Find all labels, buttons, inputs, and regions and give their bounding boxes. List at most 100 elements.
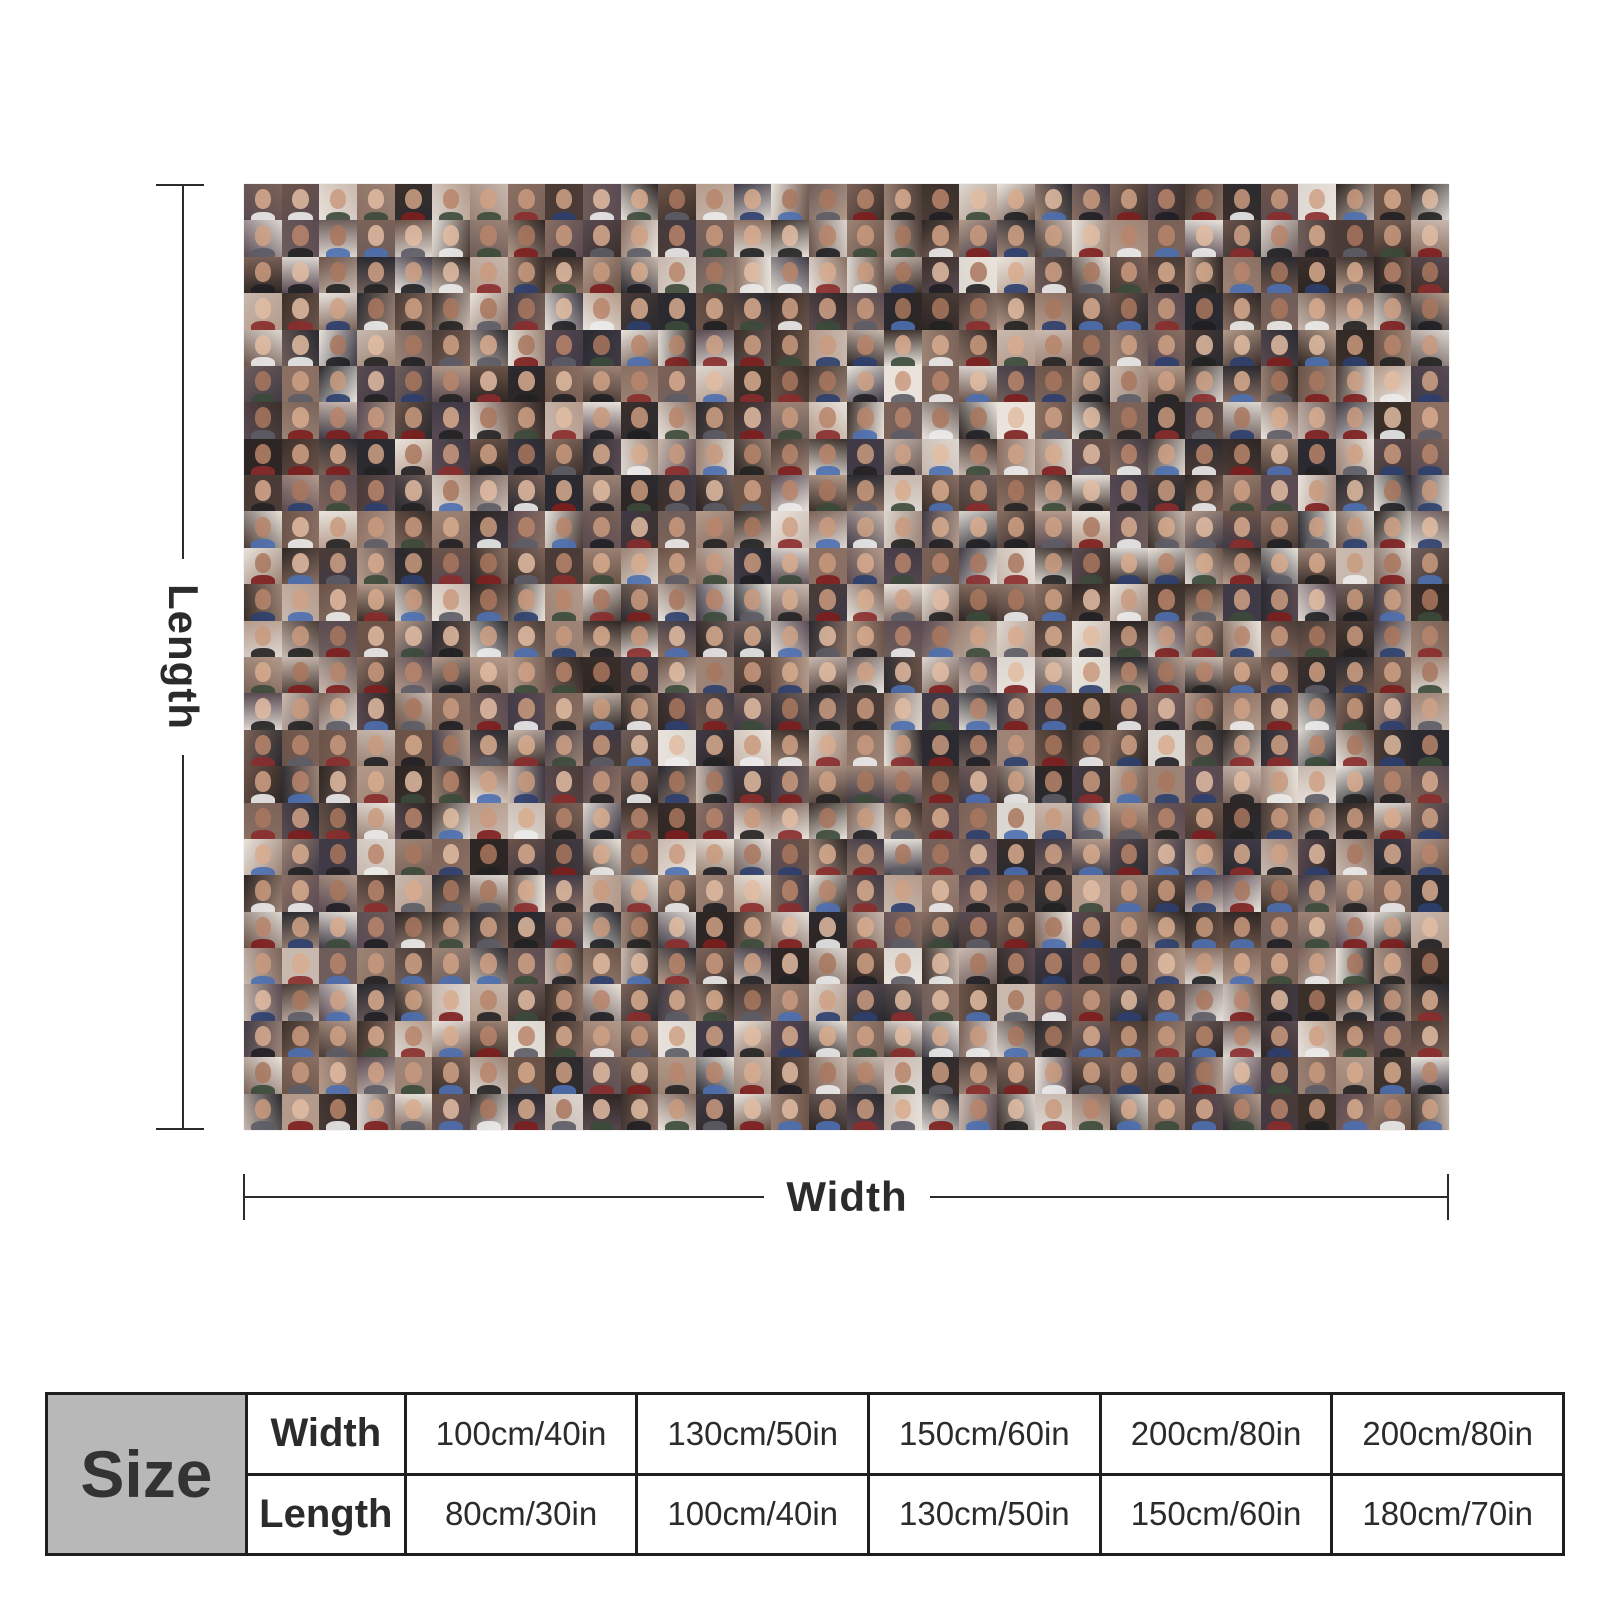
collage-photo-tile [1223,911,1261,949]
width-value-cell: 130cm/50in [635,1392,871,1476]
collage-photo-tile [1185,220,1224,257]
collage-photo-tile [1147,693,1186,730]
collage-photo-tile [921,184,960,221]
collage-photo-tile [244,657,282,694]
collage-photo-tile [432,1020,470,1058]
collage-photo-tile [1223,256,1261,294]
collage-photo-tile [507,729,546,767]
collage-photo-tile [921,657,960,694]
collage-photo-tile [469,184,508,221]
collage-photo-tile [1110,729,1148,767]
collage-photo-tile [432,511,470,548]
collage-photo-tile [1034,911,1073,949]
collage-photo-tile [1373,948,1412,985]
collage-photo-tile [846,547,885,585]
collage-photo-tile [432,766,470,803]
collage-photo-tile [695,402,734,439]
collage-photo-tile [1110,220,1148,257]
collage-photo-tile [1147,220,1186,257]
collage-photo-tile [658,475,696,512]
collage-photo-tile [394,511,433,548]
collage-photo-tile [846,729,885,767]
collage-photo-tile [356,657,395,694]
collage-photo-tile [1147,584,1186,621]
collage-photo-tile [1185,838,1224,876]
collage-photo-tile [921,984,960,1021]
length-label: Length [160,584,207,730]
collage-photo-tile [1223,948,1261,985]
collage-photo-tile [1072,657,1111,694]
collage-photo-tile [1336,438,1374,476]
collage-photo-tile [1185,329,1224,366]
collage-photo-tile [997,729,1035,767]
collage-photo-tile [582,365,621,403]
collage-photo-tile [658,220,696,257]
collage-photo-tile [507,620,546,657]
collage-photo-tile [281,729,320,767]
collage-photo-tile [1298,620,1337,657]
collage-photo-tile [733,838,772,876]
collage-photo-tile [1072,802,1111,839]
collage-photo-tile [1034,948,1073,985]
collage-photo-tile [1185,547,1224,585]
collage-photo-tile [921,256,960,294]
collage-photo-tile [884,948,922,985]
collage-photo-tile [1260,547,1299,585]
width-value-cell: 150cm/60in [867,1392,1102,1476]
collage-photo-tile [1411,256,1449,294]
collage-photo-tile [356,293,395,330]
collage-photo-tile [959,293,998,330]
collage-photo-tile [620,184,659,221]
collage-photo-tile [921,802,960,839]
collage-photo-tile [582,766,621,803]
collage-photo-tile [771,1020,809,1058]
collage-photo-tile [997,329,1035,366]
collage-photo-tile [582,329,621,366]
collage-photo-tile [959,438,998,476]
collage-photo-tile [620,438,659,476]
collage-photo-tile [582,1057,621,1094]
collage-photo-tile [281,402,320,439]
collage-photo-tile [394,875,433,912]
collage-photo-tile [1411,1057,1449,1094]
collage-photo-tile [658,184,696,221]
collage-photo-tile [507,475,546,512]
collage-photo-tile [1110,547,1148,585]
collage-photo-tile [1373,329,1412,366]
collage-photo-tile [582,693,621,730]
collage-photo-tile [281,184,320,221]
collage-photo-tile [921,620,960,657]
collage-photo-tile [733,402,772,439]
collage-photo-tile [808,729,847,767]
collage-photo-tile [921,220,960,257]
collage-photo-tile [1110,329,1148,366]
collage-photo-tile [1298,584,1337,621]
collage-photo-tile [545,584,583,621]
collage-photo-tile [394,475,433,512]
size-row-length: Length 80cm/30in 100cm/40in 130cm/50in 1… [47,1472,1565,1556]
collage-photo-tile [281,256,320,294]
width-dimension-line-left [244,1196,764,1198]
collage-photo-tile [620,875,659,912]
collage-photo-tile [846,256,885,294]
collage-photo-tile [1072,365,1111,403]
collage-photo-tile [281,948,320,985]
collage-photo-tile [1110,1020,1148,1058]
collage-photo-tile [1223,620,1261,657]
collage-photo-tile [432,547,470,585]
collage-photo-tile [997,547,1035,585]
collage-photo-tile [620,911,659,949]
collage-photo-tile [1298,729,1337,767]
collage-photo-tile [545,1057,583,1094]
length-value-cell: 150cm/60in [1098,1472,1334,1556]
collage-photo-tile [1411,729,1449,767]
collage-photo-tile [846,984,885,1021]
collage-photo-tile [1072,475,1111,512]
collage-photo-tile [545,766,583,803]
collage-photo-tile [884,802,922,839]
collage-photo-tile [469,802,508,839]
collage-photo-tile [545,620,583,657]
collage-photo-tile [1336,256,1374,294]
collage-photo-tile [545,1020,583,1058]
collage-photo-tile [959,511,998,548]
